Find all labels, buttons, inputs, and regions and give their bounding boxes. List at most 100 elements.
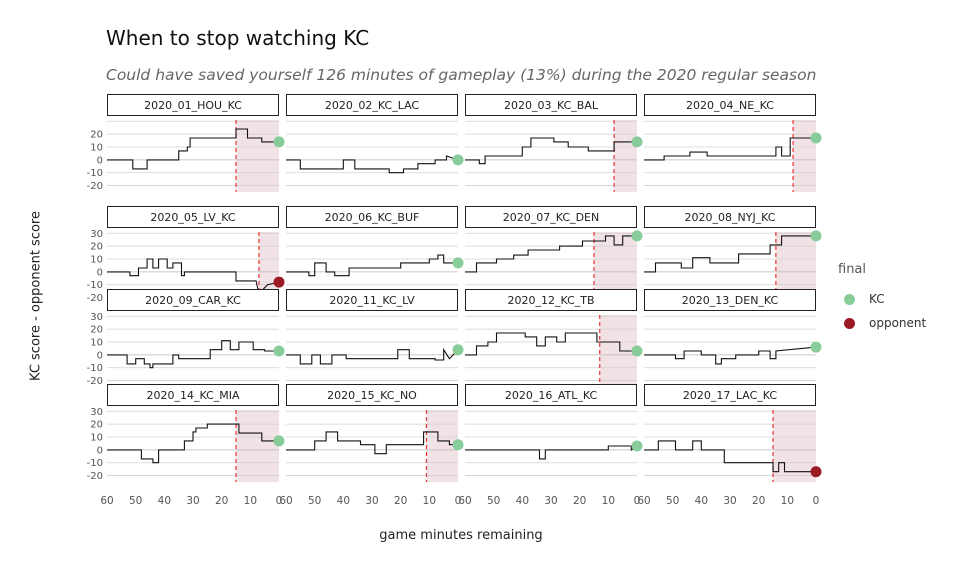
- x-tick-label: 60: [458, 495, 471, 507]
- y-tick-label: -20: [87, 293, 103, 304]
- facet-strip-label: 2020_16_ATL_KC: [505, 389, 598, 402]
- x-tick-label: 50: [308, 495, 321, 507]
- facet-strip: [465, 289, 637, 311]
- score-diff-line: [107, 258, 280, 295]
- y-tick-label: 10: [90, 143, 103, 154]
- facet-strip-label: 2020_14_KC_MIA: [146, 389, 240, 402]
- score-diff-line: [107, 340, 279, 369]
- final-score-point: [631, 345, 643, 357]
- panel-2020-06-kc-buf: 2020_06_KC_BUF: [286, 206, 464, 298]
- facet-strip: [286, 94, 458, 116]
- panel-2020-13-den-kc: 2020_13_DEN_KC: [644, 289, 822, 381]
- final-score-point: [631, 230, 643, 242]
- y-tick-label: 0: [97, 445, 103, 456]
- y-tick-label: 10: [90, 338, 103, 349]
- final-score-point: [273, 345, 285, 357]
- panel-2020-11-kc-lv: 2020_11_KC_LV: [286, 289, 464, 381]
- x-tick-label: 40: [337, 495, 350, 507]
- facet-strip-label: 2020_08_NYJ_KC: [685, 211, 776, 224]
- x-tick-label: 10: [244, 495, 257, 507]
- score-diff-line: [286, 431, 458, 455]
- facet-strip-label: 2020_01_HOU_KC: [144, 99, 242, 112]
- facet-strip: [465, 384, 637, 406]
- legend-opponent-label: opponent: [869, 316, 927, 330]
- facet-strip-label: 2020_04_NE_KC: [686, 99, 774, 112]
- legend: final KC opponent: [838, 262, 926, 335]
- x-axis-label: game minutes remaining: [379, 528, 543, 543]
- score-diff-line: [107, 423, 279, 464]
- final-score-point: [273, 276, 285, 288]
- x-tick-label: 60: [279, 495, 292, 507]
- score-diff-line: [644, 440, 816, 473]
- facet-strip-label: 2020_07_KC_DEN: [503, 211, 599, 224]
- facet-strip: [644, 384, 816, 406]
- facet-strip: [107, 384, 279, 406]
- cutoff-shade: [773, 410, 816, 482]
- legend-item-opponent: opponent: [838, 311, 926, 335]
- x-tick-label: 30: [723, 495, 736, 507]
- y-tick-label: -10: [87, 280, 103, 291]
- cutoff-shade: [236, 410, 279, 482]
- y-tick-label: 20: [90, 130, 103, 141]
- x-tick-label: 60: [637, 495, 650, 507]
- panel-2020-15-kc-no: 2020_15_KC_NO 60 50 40 30 20 10 0: [279, 384, 464, 507]
- score-diff-line: [465, 235, 637, 273]
- x-tick-label: 50: [487, 495, 500, 507]
- x-tick-label: 30: [365, 495, 378, 507]
- legend-item-kc: KC: [838, 287, 926, 311]
- final-score-point: [273, 136, 285, 148]
- x-tick-label: 0: [276, 495, 283, 507]
- facet-strip: [644, 289, 816, 311]
- facet-strip-label: 2020_13_DEN_KC: [682, 294, 779, 307]
- final-score-point: [631, 136, 643, 148]
- facet-strip-label: 2020_15_KC_NO: [327, 389, 417, 402]
- facet-strip-label: 2020_12_KC_TB: [507, 294, 594, 307]
- x-tick-label: 20: [215, 495, 228, 507]
- facet-strip-label: 2020_06_KC_BUF: [325, 211, 420, 224]
- score-diff-line: [286, 155, 459, 174]
- cutoff-shade: [236, 120, 279, 192]
- x-tick-label: 0: [634, 495, 641, 507]
- facet-strip: [286, 206, 458, 228]
- y-axis-label: KC score - opponent score: [28, 211, 44, 381]
- panel-2020-05-lv-kc: 2020_05_LV_KC 30 20 100 -10 -20: [87, 206, 285, 304]
- facet-strip-label: 2020_11_KC_LV: [329, 294, 415, 307]
- y-tick-label: 0: [97, 155, 103, 166]
- chart-subtitle: Could have saved yourself 126 minutes of…: [106, 66, 817, 84]
- x-tick-label: 0: [455, 495, 462, 507]
- y-tick-label: -10: [87, 458, 103, 469]
- panel-2020-02-kc-lac: 2020_02_KC_LAC: [286, 94, 464, 186]
- y-tick-label: 30: [90, 229, 103, 240]
- y-tick-label: 20: [90, 325, 103, 336]
- cutoff-shade: [793, 120, 816, 192]
- x-tick-label: 0: [813, 495, 820, 507]
- panel-2020-04-ne-kc: 2020_04_NE_KC: [644, 94, 822, 192]
- facet-strip: [107, 94, 279, 116]
- legend-title: final: [838, 262, 867, 277]
- final-score-point: [810, 230, 822, 242]
- facet-strip: [286, 384, 458, 406]
- final-score-point: [452, 257, 464, 269]
- final-score-point: [452, 439, 464, 451]
- x-tick-label: 30: [186, 495, 199, 507]
- x-tick-label: 40: [516, 495, 529, 507]
- x-tick-label: 10: [781, 495, 794, 507]
- x-tick-label: 20: [573, 495, 586, 507]
- score-diff-line: [644, 137, 816, 161]
- x-tick-label: 10: [423, 495, 436, 507]
- panel-2020-12-kc-tb: 2020_12_KC_TB: [465, 289, 643, 387]
- x-tick-label: 20: [394, 495, 407, 507]
- y-tick-label: -10: [87, 363, 103, 374]
- panel-2020-09-car-kc: 2020_09_CAR_KC 30 20 100 -10 -20: [87, 289, 285, 387]
- y-tick-label: 0: [97, 350, 103, 361]
- facet-strip: [644, 206, 816, 228]
- score-diff-line: [644, 346, 817, 365]
- y-tick-label: -10: [87, 168, 103, 179]
- facet-strip: [465, 206, 637, 228]
- final-score-point: [273, 435, 285, 447]
- y-tick-label: 30: [90, 312, 103, 323]
- y-tick-label: -20: [87, 376, 103, 387]
- legend-kc-dot-icon: [844, 293, 855, 305]
